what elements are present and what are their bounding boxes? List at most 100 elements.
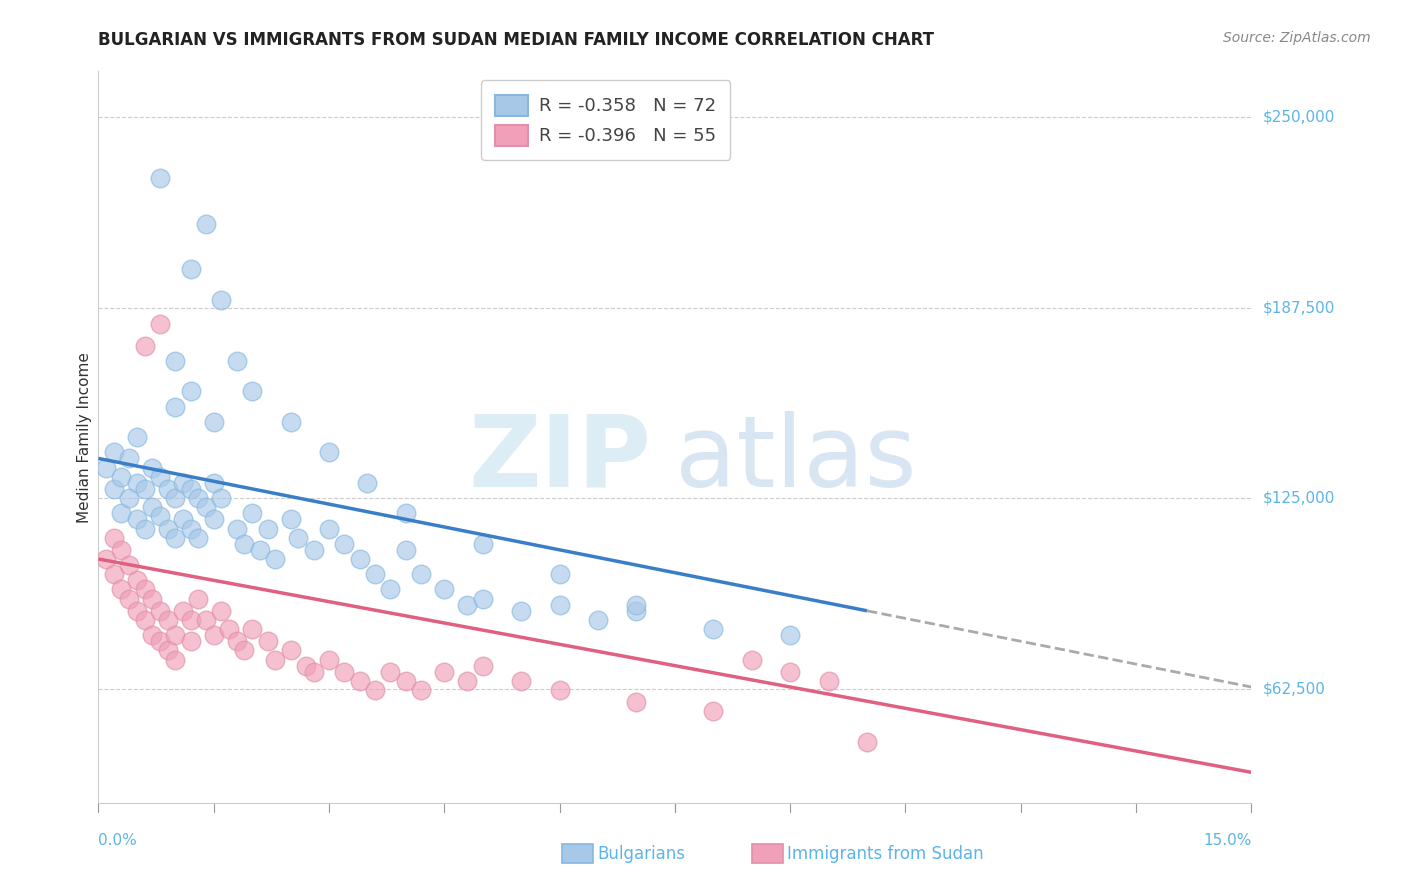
Point [240, 384, 263, 399]
Point [141, 500, 163, 515]
Point [180, 262, 202, 277]
Point [280, 415, 302, 429]
Text: BULGARIAN VS IMMIGRANTS FROM SUDAN MEDIAN FAMILY INCOME CORRELATION CHART: BULGARIAN VS IMMIGRANTS FROM SUDAN MEDIA… [98, 31, 935, 49]
Point [125, 574, 148, 588]
Point [156, 482, 179, 496]
Point [333, 665, 356, 679]
Point [118, 491, 141, 505]
Point [110, 582, 132, 597]
Point [702, 622, 724, 636]
Point [103, 482, 125, 496]
Point [240, 622, 263, 636]
Point [202, 475, 225, 490]
Point [471, 537, 494, 551]
Point [125, 430, 148, 444]
Point [165, 652, 187, 666]
Point [209, 491, 232, 505]
Point [141, 628, 163, 642]
Point [180, 613, 202, 627]
Point [165, 491, 187, 505]
Point [209, 293, 232, 307]
Point [209, 604, 232, 618]
Text: $125,000: $125,000 [1263, 491, 1334, 506]
Point [779, 665, 801, 679]
Point [202, 415, 225, 429]
Text: Source: ZipAtlas.com: Source: ZipAtlas.com [1223, 31, 1371, 45]
Point [195, 613, 218, 627]
Point [240, 506, 263, 520]
Point [318, 445, 340, 459]
Point [364, 567, 387, 582]
Point [149, 604, 172, 618]
Text: Bulgarians: Bulgarians [598, 845, 686, 863]
Point [149, 318, 172, 332]
Point [548, 598, 571, 612]
Point [180, 634, 202, 648]
Legend: R = -0.358   N = 72, R = -0.396   N = 55: R = -0.358 N = 72, R = -0.396 N = 55 [481, 80, 730, 160]
Point [395, 542, 418, 557]
Point [94, 552, 117, 566]
Text: $250,000: $250,000 [1263, 110, 1334, 125]
Point [586, 613, 609, 627]
Point [626, 598, 648, 612]
Point [187, 591, 209, 606]
Point [779, 628, 801, 642]
Point [433, 582, 456, 597]
Point [471, 591, 494, 606]
Point [456, 673, 478, 688]
Point [510, 604, 533, 618]
Point [356, 475, 378, 490]
Point [149, 634, 172, 648]
Point [187, 491, 209, 505]
Point [302, 542, 325, 557]
Point [264, 552, 287, 566]
Point [165, 628, 187, 642]
Point [249, 542, 271, 557]
Text: atlas: atlas [675, 410, 917, 508]
Point [233, 537, 256, 551]
Point [134, 582, 156, 597]
Point [411, 567, 433, 582]
Point [510, 673, 533, 688]
Point [471, 658, 494, 673]
Point [256, 634, 278, 648]
Point [110, 542, 132, 557]
Point [318, 521, 340, 535]
Point [364, 683, 387, 698]
Point [134, 339, 156, 353]
Point [172, 512, 194, 526]
Point [125, 604, 148, 618]
Point [287, 531, 309, 545]
Point [225, 634, 247, 648]
Point [380, 665, 402, 679]
Point [302, 665, 325, 679]
Point [103, 567, 125, 582]
Point [156, 613, 179, 627]
Point [411, 683, 433, 698]
Text: ZIP: ZIP [470, 410, 652, 508]
Point [195, 217, 218, 231]
Point [156, 643, 179, 657]
Point [118, 591, 141, 606]
Point [256, 521, 278, 535]
Point [149, 171, 172, 186]
Point [741, 652, 763, 666]
Text: 15.0%: 15.0% [1204, 833, 1251, 848]
Point [134, 613, 156, 627]
Point [180, 521, 202, 535]
Point [456, 598, 478, 612]
Point [134, 521, 156, 535]
Point [110, 469, 132, 483]
Point [349, 673, 371, 688]
Point [225, 354, 247, 368]
Point [395, 673, 418, 688]
Point [165, 354, 187, 368]
Point [548, 683, 571, 698]
Point [149, 469, 172, 483]
Point [233, 643, 256, 657]
Point [172, 475, 194, 490]
Point [280, 512, 302, 526]
Text: $62,500: $62,500 [1263, 681, 1326, 696]
Point [318, 652, 340, 666]
Point [395, 506, 418, 520]
